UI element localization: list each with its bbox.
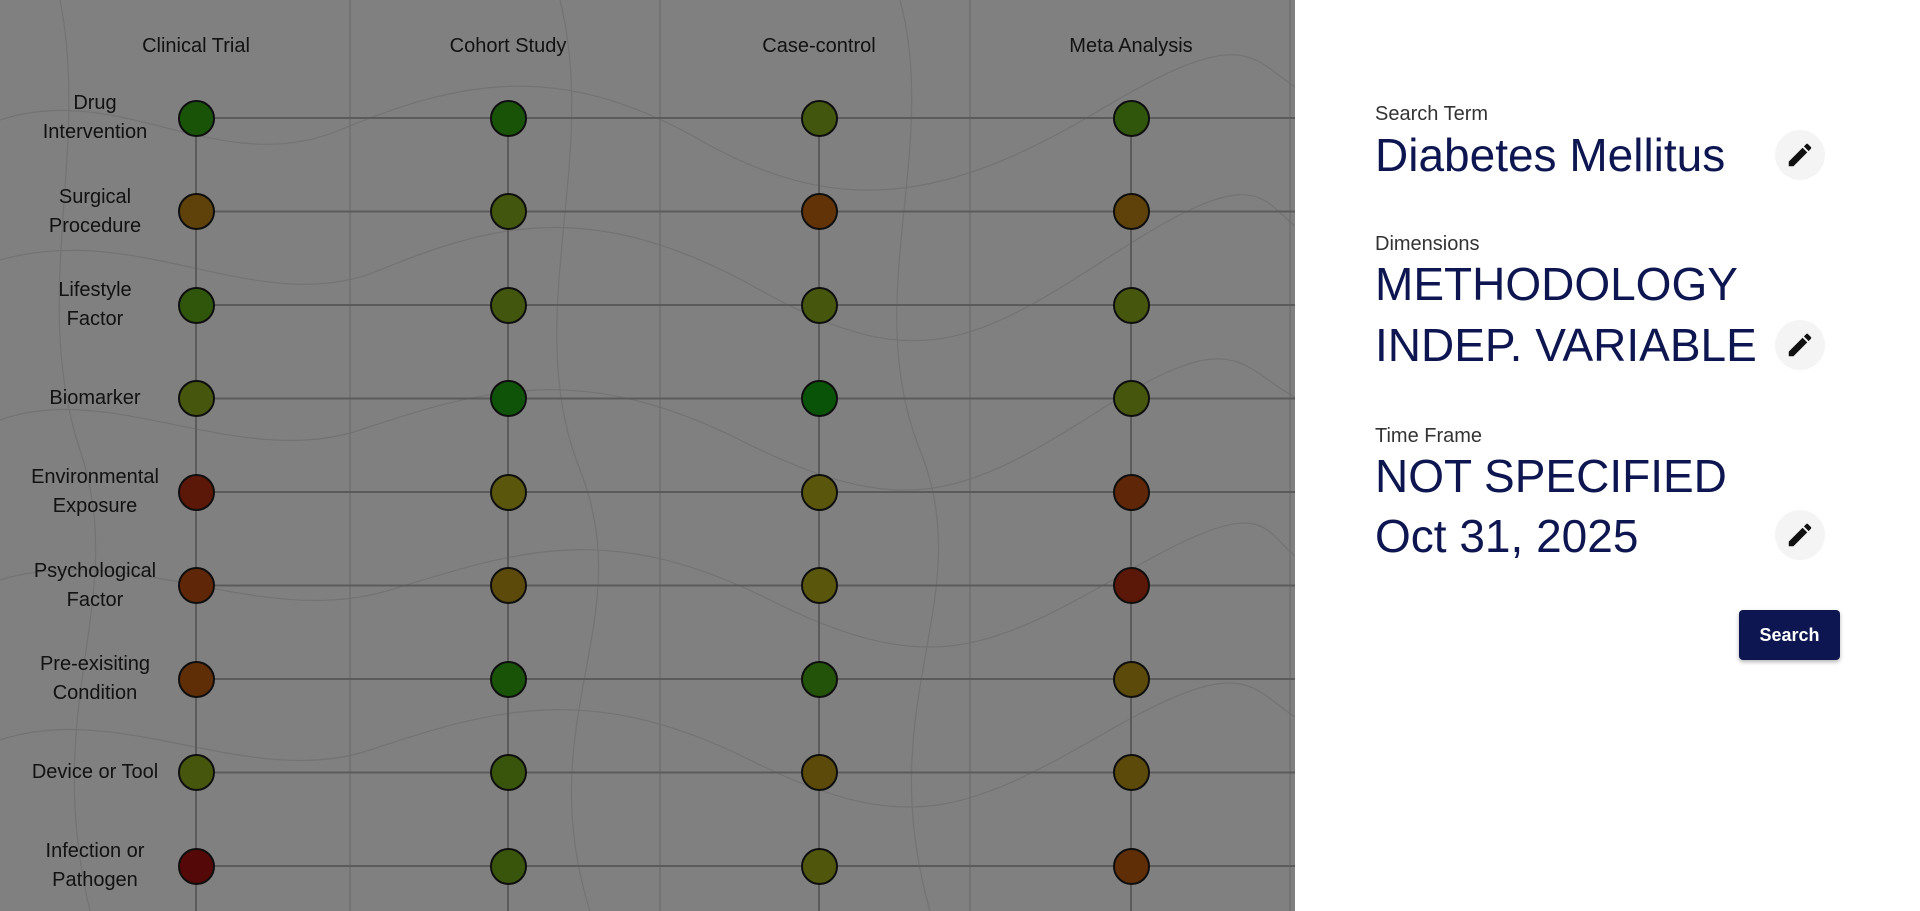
matrix-cell-dot[interactable]	[1112, 473, 1150, 511]
matrix-cell-dot[interactable]	[800, 660, 838, 698]
column-header: Case-control	[762, 35, 876, 57]
matrix-cell-dot[interactable]	[177, 286, 215, 324]
edit-search-term-button[interactable]	[1775, 130, 1825, 180]
row-header: Psychological Factor	[33, 559, 157, 611]
row-header: Device or Tool	[31, 761, 159, 783]
matrix-cell-dot[interactable]	[489, 847, 527, 885]
matrix-cell-dot[interactable]	[800, 380, 838, 417]
time-frame-label: Time Frame	[1375, 425, 1483, 447]
time-frame-date: Oct 31, 2025	[1375, 510, 1639, 562]
column-header: Clinical Trial	[142, 35, 250, 57]
matrix-cell-dot[interactable]	[489, 193, 527, 230]
column-header: Cohort Study	[449, 35, 567, 57]
column-header: Meta Analysis	[1069, 35, 1193, 57]
matrix-cell-dot[interactable]	[489, 754, 527, 791]
matrix-cell-dot[interactable]	[1112, 660, 1150, 698]
matrix-cell-dot[interactable]	[489, 473, 527, 511]
row-header: Drug Intervention	[42, 92, 148, 143]
edit-time-frame-button[interactable]	[1775, 510, 1825, 560]
matrix-cell-dot[interactable]	[489, 286, 527, 324]
search-term-label: Search Term	[1375, 103, 1489, 125]
matrix-cell-dot[interactable]	[1112, 567, 1150, 604]
edit-dimensions-button[interactable]	[1775, 320, 1825, 370]
matrix-cell-dot[interactable]	[177, 754, 215, 791]
matrix-cell-dot[interactable]	[800, 754, 838, 791]
row-header: Surgical Procedure	[48, 185, 142, 237]
matrix-cell-dot[interactable]	[800, 567, 838, 604]
matrix-cell-dot[interactable]	[177, 380, 215, 417]
search-button[interactable]: Search	[1739, 610, 1840, 660]
search-term-value: Diabetes Mellitus	[1375, 129, 1726, 181]
matrix-cell-dot[interactable]	[800, 286, 838, 324]
matrix-cell-dot[interactable]	[1112, 847, 1150, 885]
row-header: Biomarker	[49, 387, 141, 409]
matrix-cell-dot[interactable]	[177, 99, 215, 137]
matrix-cell-dot[interactable]	[1112, 380, 1150, 417]
row-header: Infection or Pathogen	[45, 840, 145, 891]
row-header: Pre-exisiting Condition	[39, 653, 151, 704]
pencil-icon	[1788, 333, 1812, 357]
dimensions-label: Dimensions	[1375, 233, 1480, 255]
pencil-icon	[1788, 143, 1812, 167]
matrix-cell-dot[interactable]	[800, 99, 838, 137]
matrix-cell-dot[interactable]	[800, 193, 838, 230]
row-header: Lifestyle Factor	[58, 279, 132, 330]
time-frame-not-specified: NOT SPECIFIED	[1375, 450, 1727, 502]
matrix-cell-dot[interactable]	[177, 660, 215, 698]
matrix-cell-dot[interactable]	[800, 473, 838, 511]
dimensions-methodology: METHODOLOGY	[1375, 258, 1738, 310]
matrix-cell-dot[interactable]	[177, 193, 215, 230]
matrix-cell-dot[interactable]	[800, 847, 838, 885]
matrix-cell-dot[interactable]	[177, 847, 215, 885]
matrix-cell-dot[interactable]	[1112, 99, 1150, 137]
matrix-cell-dot[interactable]	[177, 567, 215, 604]
row-header: Environmental Exposure	[31, 466, 159, 517]
matrix-cell-dot[interactable]	[177, 473, 215, 511]
matrix-cell-dot[interactable]	[489, 99, 527, 137]
dimensions-indep-variable: INDEP. VARIABLE	[1375, 319, 1757, 371]
matrix-cell-dot[interactable]	[489, 380, 527, 417]
pencil-icon	[1788, 523, 1812, 547]
matrix-cell-dot[interactable]	[489, 660, 527, 698]
matrix-cell-dot[interactable]	[489, 567, 527, 604]
matrix-cell-dot[interactable]	[1112, 286, 1150, 324]
matrix-cell-dot[interactable]	[1112, 754, 1150, 791]
matrix-cell-dot[interactable]	[1112, 193, 1150, 230]
